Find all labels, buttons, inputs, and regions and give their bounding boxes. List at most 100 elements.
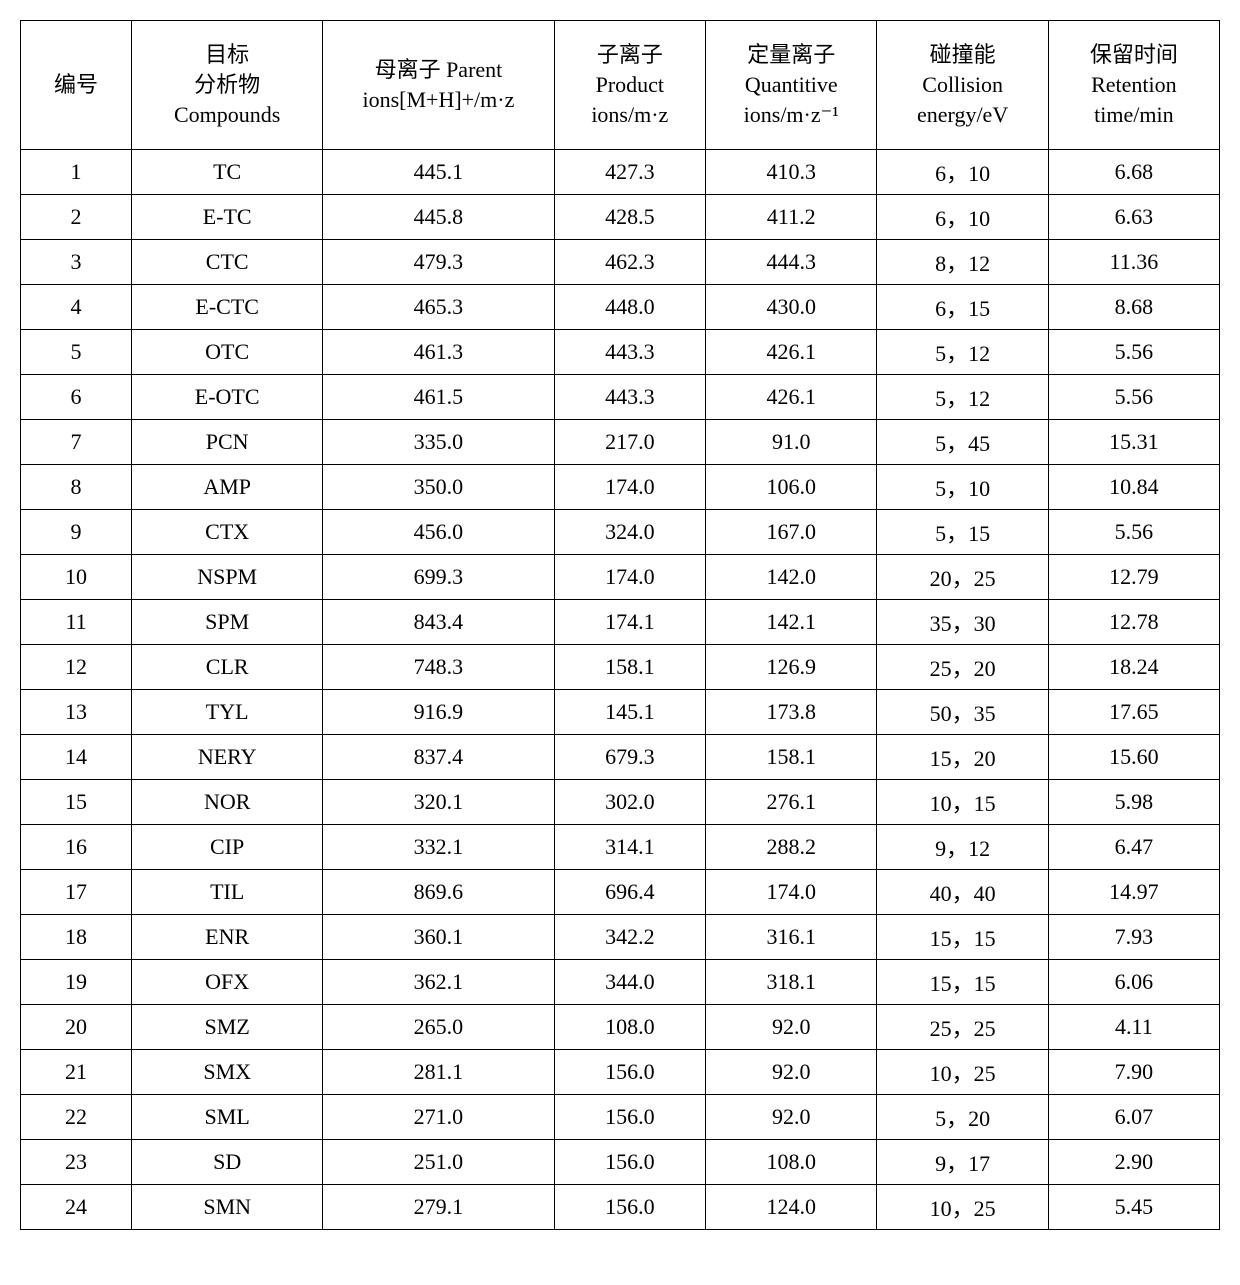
table-cell: 324.0: [554, 510, 705, 555]
table-row: 18ENR360.1342.2316.115，157.93: [21, 915, 1220, 960]
table-cell: 106.0: [706, 465, 877, 510]
table-row: 24SMN279.1156.0124.010，255.45: [21, 1185, 1220, 1230]
table-row: 16CIP332.1314.1288.29，126.47: [21, 825, 1220, 870]
table-cell: 15，15: [877, 960, 1048, 1005]
table-cell: 342.2: [554, 915, 705, 960]
table-cell: 108.0: [706, 1140, 877, 1185]
table-row: 23SD251.0156.0108.09，172.90: [21, 1140, 1220, 1185]
table-cell: 456.0: [323, 510, 554, 555]
header-row: 编号目标 分析物 Compounds母离子 Parent ions[M+H]+/…: [21, 21, 1220, 150]
table-cell: 92.0: [706, 1050, 877, 1095]
col-header-0: 编号: [21, 21, 132, 150]
table-cell: 108.0: [554, 1005, 705, 1050]
table-cell: 679.3: [554, 735, 705, 780]
table-cell: 167.0: [706, 510, 877, 555]
table-cell: 50，35: [877, 690, 1048, 735]
table-row: 1TC445.1427.3410.36，106.68: [21, 150, 1220, 195]
table-cell: 9，12: [877, 825, 1048, 870]
table-cell: CLR: [132, 645, 323, 690]
table-cell: 92.0: [706, 1005, 877, 1050]
table-cell: 5.98: [1048, 780, 1219, 825]
table-cell: NSPM: [132, 555, 323, 600]
table-cell: E-TC: [132, 195, 323, 240]
table-cell: AMP: [132, 465, 323, 510]
table-cell: 696.4: [554, 870, 705, 915]
table-cell: 8，12: [877, 240, 1048, 285]
table-cell: 427.3: [554, 150, 705, 195]
table-cell: E-OTC: [132, 375, 323, 420]
table-cell: 15.31: [1048, 420, 1219, 465]
table-cell: 10: [21, 555, 132, 600]
table-cell: 6.06: [1048, 960, 1219, 1005]
table-cell: 6，10: [877, 195, 1048, 240]
table-cell: 465.3: [323, 285, 554, 330]
table-cell: 6: [21, 375, 132, 420]
table-row: 17TIL869.6696.4174.040，4014.97: [21, 870, 1220, 915]
table-cell: 16: [21, 825, 132, 870]
table-cell: 461.5: [323, 375, 554, 420]
col-header-5: 碰撞能 Collision energy/eV: [877, 21, 1048, 150]
table-cell: 142.1: [706, 600, 877, 645]
table-cell: 362.1: [323, 960, 554, 1005]
table-cell: 279.1: [323, 1185, 554, 1230]
table-cell: 869.6: [323, 870, 554, 915]
table-cell: 5.56: [1048, 375, 1219, 420]
table-row: 12CLR748.3158.1126.925，2018.24: [21, 645, 1220, 690]
table-cell: SMX: [132, 1050, 323, 1095]
table-cell: 428.5: [554, 195, 705, 240]
table-cell: 5.56: [1048, 510, 1219, 555]
table-cell: 217.0: [554, 420, 705, 465]
table-cell: 174.0: [554, 465, 705, 510]
table-cell: 426.1: [706, 330, 877, 375]
table-cell: 360.1: [323, 915, 554, 960]
table-cell: 6.47: [1048, 825, 1219, 870]
table-cell: 22: [21, 1095, 132, 1140]
table-cell: 15，15: [877, 915, 1048, 960]
table-cell: 5.56: [1048, 330, 1219, 375]
table-cell: 174.0: [706, 870, 877, 915]
table-cell: 462.3: [554, 240, 705, 285]
table-cell: 20，25: [877, 555, 1048, 600]
table-cell: 4: [21, 285, 132, 330]
table-cell: TC: [132, 150, 323, 195]
table-cell: 156.0: [554, 1050, 705, 1095]
table-cell: 7.93: [1048, 915, 1219, 960]
table-cell: 156.0: [554, 1140, 705, 1185]
table-cell: 281.1: [323, 1050, 554, 1095]
table-cell: 288.2: [706, 825, 877, 870]
table-cell: 3: [21, 240, 132, 285]
table-cell: OFX: [132, 960, 323, 1005]
table-cell: 837.4: [323, 735, 554, 780]
table-cell: 7.90: [1048, 1050, 1219, 1095]
table-cell: 145.1: [554, 690, 705, 735]
table-cell: 18: [21, 915, 132, 960]
table-row: 14NERY837.4679.3158.115，2015.60: [21, 735, 1220, 780]
table-row: 13TYL916.9145.1173.850，3517.65: [21, 690, 1220, 735]
table-cell: SMN: [132, 1185, 323, 1230]
table-cell: 316.1: [706, 915, 877, 960]
table-cell: 12: [21, 645, 132, 690]
table-cell: 1: [21, 150, 132, 195]
table-cell: 174.0: [554, 555, 705, 600]
col-header-4: 定量离子 Quantitive ions/m·z⁻¹: [706, 21, 877, 150]
table-cell: 2: [21, 195, 132, 240]
table-cell: 430.0: [706, 285, 877, 330]
table-cell: 335.0: [323, 420, 554, 465]
table-cell: 748.3: [323, 645, 554, 690]
table-row: 22SML271.0156.092.05，206.07: [21, 1095, 1220, 1140]
table-cell: 302.0: [554, 780, 705, 825]
table-cell: 411.2: [706, 195, 877, 240]
table-cell: 17: [21, 870, 132, 915]
table-cell: 2.90: [1048, 1140, 1219, 1185]
table-cell: 10，15: [877, 780, 1048, 825]
table-cell: 843.4: [323, 600, 554, 645]
table-cell: SD: [132, 1140, 323, 1185]
table-cell: 443.3: [554, 330, 705, 375]
table-cell: 40，40: [877, 870, 1048, 915]
table-cell: 916.9: [323, 690, 554, 735]
table-cell: CIP: [132, 825, 323, 870]
table-cell: 699.3: [323, 555, 554, 600]
table-cell: 156.0: [554, 1095, 705, 1140]
table-cell: NOR: [132, 780, 323, 825]
table-cell: 7: [21, 420, 132, 465]
